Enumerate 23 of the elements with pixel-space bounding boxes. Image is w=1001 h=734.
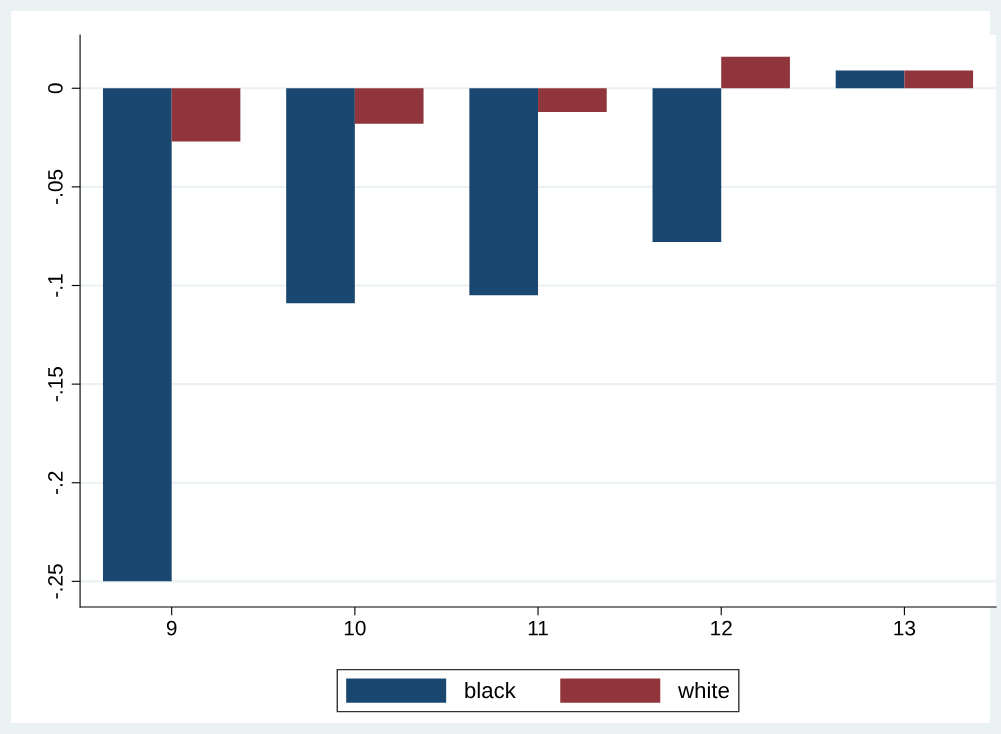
bar xyxy=(538,88,607,112)
legend-label: white xyxy=(678,681,729,699)
legend-label: black xyxy=(465,681,516,699)
bar xyxy=(721,56,790,89)
bar xyxy=(102,88,172,582)
bar xyxy=(286,88,355,304)
y-tick-label: -.05 xyxy=(48,169,63,204)
x-tick-label: 9 xyxy=(166,620,177,636)
x-tick-label: 11 xyxy=(528,620,548,636)
y-tick-label: -.2 xyxy=(48,471,63,494)
y-tick-label: 0 xyxy=(48,83,63,94)
y-tick-label: -.1 xyxy=(48,274,63,297)
y-tick-label: -.15 xyxy=(48,367,63,402)
bar xyxy=(904,70,974,89)
y-tick-label: -.25 xyxy=(48,564,63,599)
bar xyxy=(354,88,424,124)
bar xyxy=(835,70,905,89)
x-tick-label: 12 xyxy=(711,620,732,636)
x-tick-label: 13 xyxy=(894,620,916,636)
bar xyxy=(652,88,722,243)
bar xyxy=(469,88,539,296)
bar xyxy=(171,88,241,142)
x-tick-label: 10 xyxy=(344,620,366,636)
